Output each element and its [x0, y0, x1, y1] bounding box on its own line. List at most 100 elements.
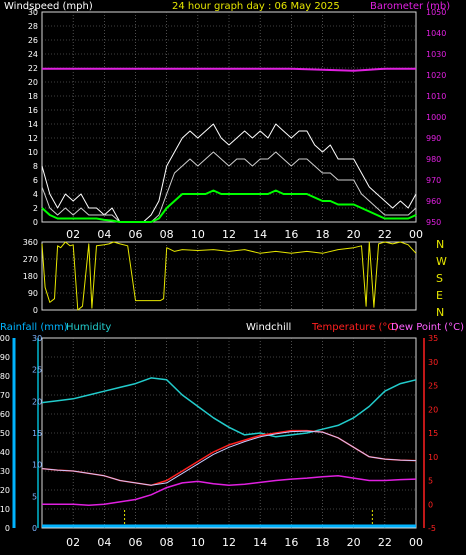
humidity-ytick-label: 90	[0, 353, 10, 362]
wind-direction-line	[41, 241, 417, 311]
wind-ytick-label: 18	[28, 92, 38, 101]
humidity-ytick-label: 30	[0, 467, 10, 476]
barometer-ytick-label: 980	[426, 155, 441, 164]
wind-xtick-label: 00	[409, 228, 423, 241]
temp-ytick-label: 25	[428, 382, 438, 391]
direction-ytick-label: 270	[23, 255, 38, 264]
wind-ytick-label: 22	[28, 64, 38, 73]
windspeed-title: Windspeed (mph)	[4, 1, 93, 12]
rain-ytick-label: 0	[32, 524, 37, 533]
temp-xtick-label: 02	[66, 536, 80, 549]
direction-ytick-label: 360	[23, 238, 38, 247]
compass-label: N	[436, 238, 444, 251]
rain-ytick-label: 20	[32, 397, 42, 406]
humidity-ytick-label: 50	[0, 429, 10, 438]
wind-ytick-label: 16	[28, 106, 38, 115]
compass-label: S	[436, 272, 443, 285]
wind-average-line	[41, 189, 417, 223]
wind-ytick-label: 2	[33, 204, 38, 213]
barometer-line	[42, 67, 416, 72]
barometer-ytick-label: 1040	[426, 29, 446, 38]
temp-xtick-label: 14	[253, 536, 267, 549]
direction-ytick-label: 0	[33, 306, 38, 315]
temp-ytick-label: 15	[428, 429, 438, 438]
barometer-ytick-label: 1000	[426, 113, 446, 122]
wind-xtick-label: 04	[97, 228, 111, 241]
wind-ytick-label: 6	[33, 176, 38, 185]
grid-layer	[12, 12, 425, 528]
humidity-ytick-label: 80	[0, 372, 10, 381]
windspeed-line	[41, 151, 417, 223]
temp-xtick-label: 12	[222, 536, 236, 549]
barometer-ytick-label: 1010	[426, 92, 446, 101]
wind-xtick-label: 18	[316, 228, 330, 241]
temp-xtick-label: 16	[284, 536, 298, 549]
humidity-ytick-label: 0	[5, 524, 10, 533]
temp-ytick-label: 20	[428, 405, 438, 414]
temp-xtick-label: 22	[378, 536, 392, 549]
direction-ytick-label: 90	[28, 289, 38, 298]
temp-xtick-label: 18	[316, 536, 330, 549]
series-layer	[41, 67, 417, 528]
wind-xtick-label: 10	[191, 228, 205, 241]
barometer-ytick-label: 970	[426, 176, 441, 185]
temp-xtick-label: 06	[129, 536, 143, 549]
temp-ytick-label: 5	[428, 477, 433, 486]
wind-xtick-label: 08	[160, 228, 174, 241]
temperature-line	[41, 429, 417, 487]
wind-ytick-label: 24	[28, 50, 38, 59]
direction-ytick-label: 180	[23, 272, 38, 281]
barometer-ytick-label: 1050	[426, 8, 446, 17]
wind-xtick-label: 02	[66, 228, 80, 241]
humidity-title: Humidity	[66, 322, 111, 333]
wind-ytick-label: 14	[28, 120, 38, 129]
windchill-title: Windchill	[246, 322, 291, 333]
barometer-title: Barometer (mb)	[370, 1, 450, 12]
tick-layer: 0246810121416182022242628309509609709809…	[0, 8, 447, 549]
temp-xtick-label: 00	[409, 536, 423, 549]
compass-label: N	[436, 306, 444, 319]
humidity-ytick-label: 40	[0, 448, 10, 457]
temp-xtick-label: 20	[347, 536, 361, 549]
rain-ytick-label: 30	[32, 334, 42, 343]
wind-xtick-label: 22	[378, 228, 392, 241]
wind-xtick-label: 20	[347, 228, 361, 241]
wind-xtick-label: 16	[284, 228, 298, 241]
barometer-ytick-label: 950	[426, 218, 441, 227]
wind-ytick-label: 26	[28, 36, 38, 45]
temp-ytick-label: 10	[428, 453, 438, 462]
wind-ytick-label: 12	[28, 134, 38, 143]
temp-xtick-label: 04	[97, 536, 111, 549]
wind-xtick-label: 14	[253, 228, 267, 241]
temp-xtick-label: 10	[191, 536, 205, 549]
humidity-line	[41, 377, 417, 438]
chart-date-title: 24 hour graph day : 06 May 2025	[172, 1, 340, 12]
windchill-line	[41, 430, 417, 486]
rain-ytick-label: 5	[32, 492, 37, 501]
dewpoint-title: Dew Point (°C)	[391, 322, 464, 333]
rain-ytick-label: 10	[32, 461, 42, 470]
barometer-ytick-label: 990	[426, 134, 441, 143]
wind-ytick-label: 0	[33, 218, 38, 227]
wind-xtick-label: 06	[129, 228, 143, 241]
wind-ytick-label: 8	[33, 162, 38, 171]
humidity-ytick-label: 10	[0, 505, 10, 514]
rainfall-title: Rainfall (mm)	[0, 322, 68, 333]
temp-xtick-label: 08	[160, 536, 174, 549]
temp-ytick-label: -5	[428, 524, 436, 533]
humidity-ytick-label: 20	[0, 486, 10, 495]
rain-ytick-label: 25	[32, 366, 42, 375]
compass-label: W	[436, 255, 447, 268]
wind-ytick-label: 4	[33, 190, 38, 199]
barometer-ytick-label: 1020	[426, 71, 446, 80]
wind-ytick-label: 30	[28, 8, 38, 17]
barometer-ytick-label: 1030	[426, 50, 446, 59]
rain-ytick-label: 15	[32, 429, 42, 438]
humidity-ytick-label: 70	[0, 391, 10, 400]
wind-xtick-label: 12	[222, 228, 236, 241]
temperature-title: Temperature (°C)	[311, 322, 398, 333]
wind-ytick-label: 10	[28, 148, 38, 157]
humidity-ytick-label: 100	[0, 334, 10, 343]
